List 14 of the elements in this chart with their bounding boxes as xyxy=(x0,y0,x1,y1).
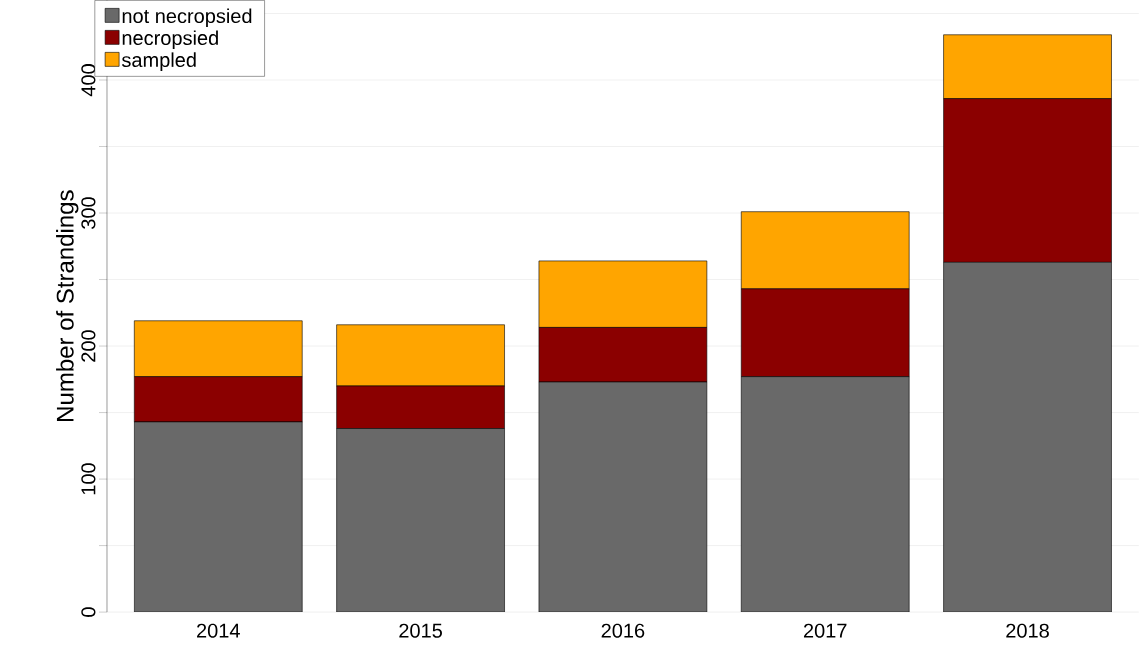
y-tick-label: 300 xyxy=(81,197,96,229)
x-tick-label: 2017 xyxy=(803,623,847,638)
x-tick-label: 2016 xyxy=(601,623,645,638)
legend-label: necropsied xyxy=(122,30,218,49)
y-tick-label: 100 xyxy=(81,463,96,495)
legend-label: not necropsied xyxy=(122,8,252,27)
y-axis-title: Number of Strandings xyxy=(56,190,79,421)
x-tick-label: 2015 xyxy=(399,623,442,638)
x-tick-label: 2018 xyxy=(1006,623,1049,638)
y-tick-label: 200 xyxy=(81,330,96,362)
y-tick-label: 0 xyxy=(81,607,96,617)
y-tick-label: 400 xyxy=(81,64,96,97)
x-tick-label: 2014 xyxy=(197,623,240,638)
legend-label: sampled xyxy=(121,52,196,71)
